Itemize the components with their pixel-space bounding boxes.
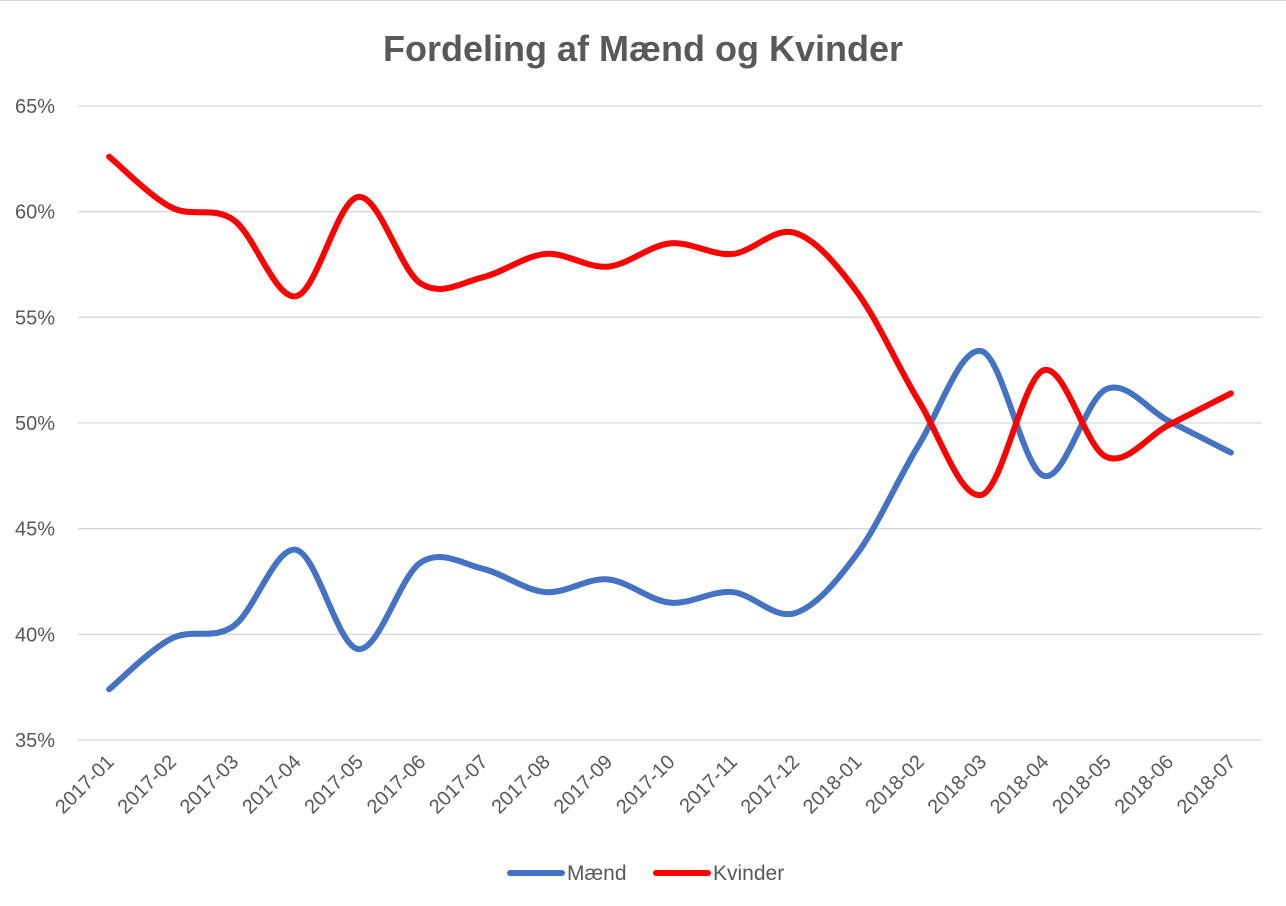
- x-tick-label: 2017-11: [675, 751, 741, 817]
- y-tick-label: 55%: [15, 307, 55, 329]
- x-tick-label: 2017-08: [487, 751, 554, 818]
- legend-item-kvinder: Kvinder: [656, 862, 784, 885]
- x-tick-label: 2018-07: [1173, 751, 1240, 818]
- x-tick-label: 2018-04: [986, 751, 1053, 818]
- x-tick-label: 2017-09: [550, 751, 617, 818]
- y-axis-ticks: 35% 40% 45% 50% 55% 60% 65%: [15, 96, 55, 752]
- series-kvinder: [109, 157, 1231, 495]
- x-tick-label: 2017-03: [176, 751, 243, 818]
- x-tick-label: 2018-03: [924, 751, 991, 818]
- x-tick-label: 2017-01: [51, 751, 118, 818]
- y-tick-label: 50%: [15, 413, 55, 435]
- x-tick-label: 2017-06: [363, 751, 430, 818]
- y-tick-label: 40%: [15, 624, 55, 646]
- x-tick-label: 2018-05: [1048, 751, 1115, 818]
- series-m-nd: [109, 351, 1231, 689]
- x-tick-label: 2017-07: [425, 751, 492, 818]
- series-line-m-nd: [109, 351, 1231, 689]
- legend-item-m-nd: Mænd: [510, 862, 627, 885]
- x-tick-label: 2017-05: [300, 751, 367, 818]
- x-tick-label: 2018-06: [1111, 751, 1178, 818]
- x-tick-label: 2018-02: [861, 751, 928, 818]
- x-tick-label: 2017-12: [737, 751, 804, 818]
- x-tick-label: 2017-02: [114, 751, 181, 818]
- x-tick-label: 2017-10: [612, 751, 679, 818]
- y-tick-label: 45%: [15, 519, 55, 541]
- y-tick-label: 60%: [15, 202, 55, 224]
- chart-title: Fordeling af Mænd og Kvinder: [383, 28, 903, 69]
- x-axis-ticks: 2017-012017-022017-032017-042017-052017-…: [51, 751, 1240, 818]
- y-tick-label: 65%: [15, 96, 55, 118]
- y-tick-label: 35%: [15, 730, 55, 752]
- x-tick-label: 2018-01: [799, 751, 866, 818]
- x-tick-label: 2017-04: [238, 751, 305, 818]
- series-line-kvinder: [109, 157, 1231, 495]
- legend: Mænd Kvinder: [510, 862, 784, 885]
- legend-label: Mænd: [567, 862, 627, 885]
- legend-label: Kvinder: [713, 862, 784, 885]
